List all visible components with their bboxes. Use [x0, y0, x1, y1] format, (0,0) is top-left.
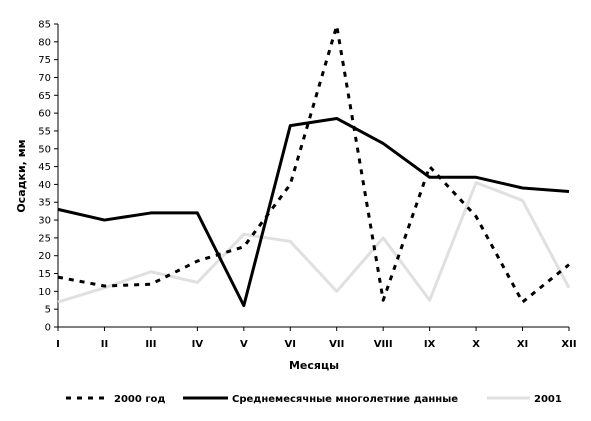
y-tick-label: 5 — [45, 305, 51, 316]
y-tick-label: 0 — [45, 323, 51, 334]
y-tick-label: 85 — [38, 20, 51, 31]
x-tick-label: XII — [561, 339, 576, 350]
x-tick-label: VIII — [374, 339, 393, 350]
y-tick-label: 30 — [38, 216, 51, 227]
y-tick-label: 20 — [38, 251, 51, 262]
y-tick-label: 45 — [38, 162, 51, 173]
x-tick-label: XI — [517, 339, 528, 350]
y-tick-label: 70 — [38, 73, 51, 84]
legend-label-2001: 2001 — [534, 394, 562, 405]
series-average-line — [57, 116, 570, 308]
y-tick-label: 75 — [38, 55, 51, 66]
y-tick-label: 35 — [38, 198, 51, 209]
y-tick-label: 15 — [38, 269, 51, 280]
x-tick-label: IX — [424, 339, 436, 350]
y-axis-title: Осадки, мм — [15, 139, 28, 212]
y-tick-label: 80 — [38, 37, 51, 48]
y-tick-label: 25 — [38, 233, 51, 244]
x-tick-label: X — [472, 339, 480, 350]
x-tick-label: II — [101, 339, 108, 350]
y-axis-ticks: 0 5 10 15 20 25 30 35 40 45 50 55 60 65 70 75 80 85 — [38, 20, 58, 334]
x-tick-label: I — [56, 339, 60, 350]
y-tick-label: 10 — [38, 287, 51, 298]
y-tick-label: 65 — [38, 91, 51, 102]
series-2000-line — [57, 24, 570, 304]
x-axis-ticks: I II III IV V VI VII VIII IX X XI XII — [56, 327, 577, 350]
x-tick-label: VII — [329, 339, 344, 350]
x-tick-label: VI — [285, 339, 296, 350]
x-tick-label: III — [145, 339, 156, 350]
x-tick-label: V — [240, 339, 248, 350]
legend-label-average: Среднемесячные многолетние данные — [232, 394, 458, 405]
y-tick-label: 55 — [38, 126, 51, 137]
y-tick-label: 40 — [38, 180, 51, 191]
series-2001-line — [57, 181, 571, 304]
y-tick-label: 60 — [38, 109, 51, 120]
legend: 2000 год Среднемесячные многолетние данн… — [66, 394, 562, 405]
series-layer — [57, 24, 571, 308]
y-tick-label: 50 — [38, 144, 51, 155]
x-tick-label: IV — [192, 339, 204, 350]
legend-label-2000: 2000 год — [114, 394, 165, 405]
x-axis-title: Месяцы — [289, 359, 339, 372]
